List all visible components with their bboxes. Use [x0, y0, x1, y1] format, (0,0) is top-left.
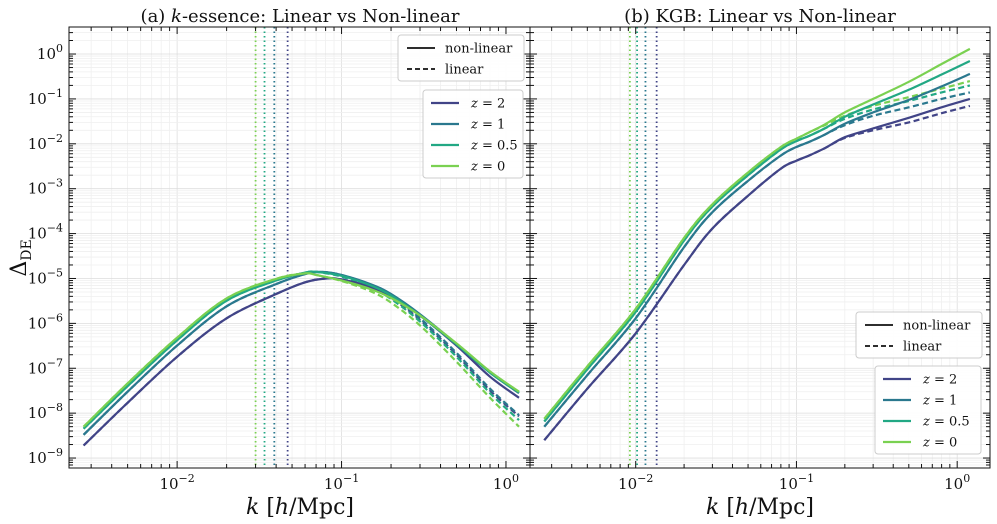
style-legend-box: [397, 34, 525, 82]
panel-b-style-legend: non-linear linear: [855, 311, 983, 359]
panel-a: (a) k-essence: Linear vs Non-linear 10−2…: [28, 6, 531, 493]
y-tick-label: 10−9: [28, 446, 63, 467]
x-tick-label: 100: [493, 472, 519, 493]
panel-a-redshift-legend: z = 2 z = 1 z = 0.5 z = 0: [422, 89, 524, 179]
redshift-legend-box: [422, 89, 524, 179]
panel-b-title: (b) KGB: Linear vs Non-linear: [624, 6, 896, 27]
legend-nonlinear-label: non-linear: [903, 319, 971, 334]
series-line-z0-non-linear: [543, 47, 971, 420]
y-tick-label: 10−1: [28, 87, 63, 108]
panel-b-scale-lines: [628, 27, 658, 468]
x-tick-label: 100: [944, 472, 970, 493]
panel-a-grid: [69, 26, 530, 469]
legend-label-z2: z = 2: [470, 97, 505, 112]
series-line-z0p5-non-linear: [543, 60, 971, 423]
legend-nonlinear-label: non-linear: [445, 42, 513, 57]
panel-b-redshift-legend: z = 2 z = 1 z = 0.5 z = 0: [874, 365, 982, 455]
series-line-z2-non-linear: [543, 97, 971, 441]
panel-a-scale-lines: [254, 27, 289, 468]
y-tick-label: 10−2: [28, 132, 63, 153]
series-line-z1-non-linear: [543, 72, 971, 428]
x-tick-label: 10−1: [779, 472, 814, 493]
y-tick-label: 100: [37, 42, 63, 63]
series-line-z0-non-linear: [82, 272, 520, 428]
x-tick-label: 10−2: [618, 472, 653, 493]
redshift-legend-box: [874, 365, 982, 455]
legend-label-z0p5: z = 0.5: [470, 139, 518, 154]
y-tick-label: 10−8: [28, 401, 63, 422]
legend-label-z0p5: z = 0.5: [922, 415, 970, 430]
y-axis-label: ΔDE: [7, 239, 35, 276]
legend-label-z0: z = 0: [470, 160, 505, 175]
x-tick-label: 10−2: [159, 472, 194, 493]
panel-b: (b) KGB: Linear vs Non-linear 10−2 10−1 10…: [529, 6, 991, 493]
series-line-z2-linear: [543, 104, 971, 441]
panel-a-series: [82, 270, 520, 447]
y-tick-label: 10−4: [28, 222, 63, 243]
legend-label-z2: z = 2: [922, 373, 957, 388]
legend-label-z1: z = 1: [922, 394, 957, 409]
series-line-z1-linear: [543, 91, 971, 428]
legend-label-z0: z = 0: [922, 436, 957, 451]
legend-label-z1: z = 1: [470, 118, 505, 133]
panel-a-ticks: 10−2 10−1 100 10−9 10−8 10−7 10−6 10−5 10−4 10−3 1…: [28, 26, 530, 493]
panel-a-x-axis-label: k [h/Mpc]: [246, 495, 354, 520]
y-tick-label: 10−3: [28, 177, 63, 198]
panel-b-ticks: 10−2 10−1 100: [530, 26, 990, 493]
panel-b-frame: [529, 26, 991, 469]
style-legend-box: [855, 311, 983, 359]
x-tick-label: 10−1: [324, 472, 359, 493]
y-tick-label: 10−5: [28, 266, 63, 287]
y-tick-label: 10−6: [28, 311, 63, 332]
panel-b-series: [543, 47, 971, 441]
panel-b-x-axis-label: k [h/Mpc]: [706, 495, 814, 520]
panel-a-title: (a) k-essence: Linear vs Non-linear: [141, 6, 460, 27]
legend-linear-label: linear: [445, 63, 484, 78]
series-line-z0-linear: [543, 80, 971, 420]
y-tick-label: 10−7: [28, 356, 63, 377]
legend-linear-label: linear: [903, 340, 942, 355]
panel-a-style-legend: non-linear linear: [397, 34, 525, 82]
